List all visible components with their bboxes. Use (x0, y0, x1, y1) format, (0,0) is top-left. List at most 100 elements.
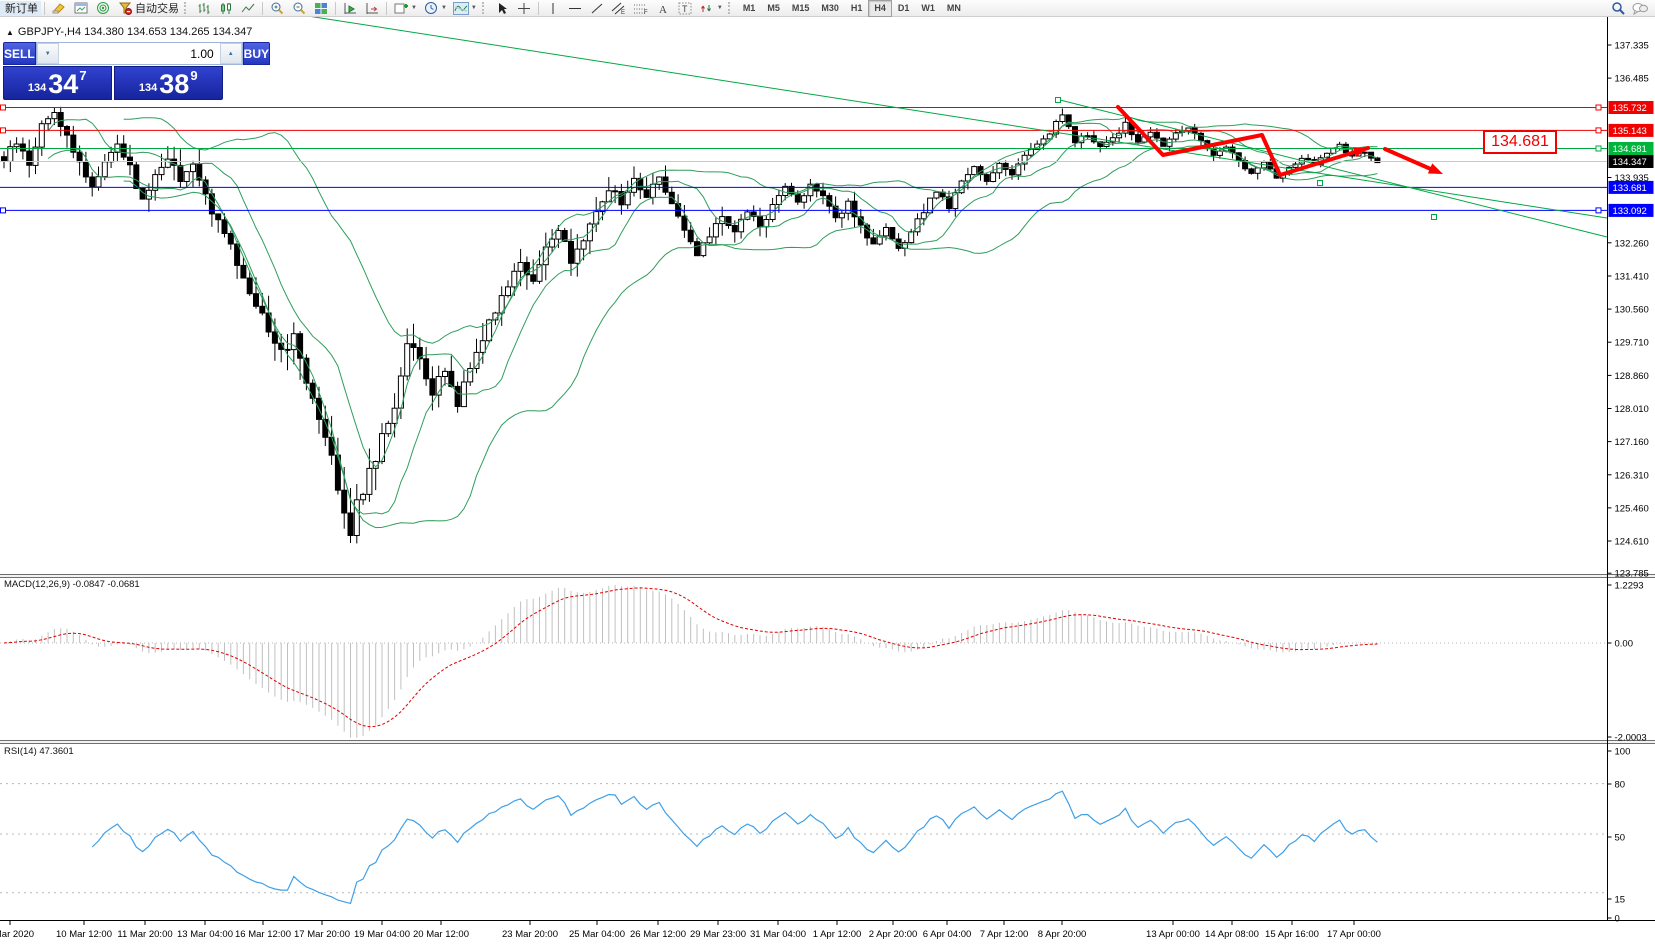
time-axis: 9 Mar 2020 10 Mar 12:00 11 Mar 20:00 13 Mar… (0, 921, 1381, 940)
volume-decrease-button[interactable]: ▼ (36, 43, 59, 64)
timeframe-h1-button[interactable]: H1 (850, 3, 863, 13)
volume-input[interactable] (58, 43, 220, 64)
timeframe-h4-button[interactable]: H4 (868, 0, 892, 17)
line-chart-mode-button[interactable] (237, 1, 259, 16)
autotrade-button[interactable]: 自动交易 (114, 1, 182, 16)
svg-text:E: E (621, 10, 625, 15)
timeframe-w1-button[interactable]: W1 (921, 3, 935, 13)
sell-button[interactable]: SELL (3, 42, 36, 65)
svg-text:100: 100 (1615, 747, 1631, 758)
timeframe-m5-button[interactable]: M5 (767, 3, 780, 13)
indicators-button[interactable]: ▼ (450, 1, 480, 16)
volume-increase-button[interactable]: ▲ (219, 43, 242, 64)
buy-price-tile[interactable]: 134 38 9 (113, 66, 223, 100)
svg-text:129.710: 129.710 (1615, 338, 1649, 349)
autotrade-label: 自动交易 (135, 3, 179, 15)
svg-text:F: F (644, 10, 648, 15)
chat-button[interactable] (1629, 1, 1651, 16)
pane-separators[interactable] (0, 574, 1655, 921)
svg-text:134.681: 134.681 (1613, 144, 1647, 155)
toolbar-separator (537, 1, 539, 15)
buy-price-pip: 9 (190, 68, 198, 83)
clock-icon (423, 1, 439, 15)
svg-text:10 Mar 12:00: 10 Mar 12:00 (56, 929, 112, 940)
hline-tool-button[interactable] (564, 1, 586, 16)
macd-indicator-label: MACD(12,26,9) -0.0847 -0.0681 (4, 579, 140, 590)
svg-text:9 Mar 2020: 9 Mar 2020 (0, 929, 34, 940)
macd-pane[interactable] (0, 584, 1608, 738)
text-icon: A (655, 1, 671, 15)
toolbar-separator (44, 1, 45, 15)
indicator-axis-labels: 1.2293 0.00 -2.0003 100 80 50 15 0 (1607, 581, 1647, 925)
zoom-out-button[interactable] (288, 1, 310, 16)
zoom-out-icon (291, 1, 307, 15)
highlighter-button[interactable] (48, 1, 70, 16)
toolbar-grip[interactable] (727, 2, 733, 14)
horizontal-price-lines[interactable] (0, 104, 1608, 214)
trendline-tool-button[interactable] (586, 1, 608, 16)
panel-collapse-icon[interactable]: ▲ (6, 28, 14, 37)
toolbar-grip[interactable] (184, 2, 189, 14)
new-order-button[interactable]: 新订单 (0, 0, 41, 16)
price-target-annotation[interactable]: 134.681 (1483, 130, 1557, 154)
arrows-tool-button[interactable]: ▼ (696, 1, 726, 16)
svg-text:124.610: 124.610 (1615, 537, 1649, 548)
new-order-label: 新订单 (5, 3, 38, 15)
trendlines[interactable] (294, 13, 1608, 238)
svg-text:31 Mar 04:00: 31 Mar 04:00 (750, 929, 806, 940)
line-chart-icon (240, 1, 256, 15)
red-zigzag-annotation[interactable] (1116, 105, 1443, 177)
timeframe-m1-button[interactable]: M1 (742, 3, 756, 13)
chart-window-icon (73, 1, 89, 15)
new-chart-button[interactable]: ▼ (390, 1, 420, 16)
toolbar-grip[interactable] (481, 2, 487, 14)
candle-chart-mode-button[interactable] (215, 1, 237, 16)
sell-price-tile[interactable]: 134 34 7 (3, 66, 112, 100)
svg-text:13 Apr 00:00: 13 Apr 00:00 (1146, 929, 1200, 940)
svg-text:17 Mar 20:00: 17 Mar 20:00 (294, 929, 350, 940)
text-label-icon: T (677, 1, 693, 15)
channel-tool-button[interactable]: E (608, 1, 630, 16)
buy-price-main: 38 (159, 69, 190, 99)
auto-scroll-button[interactable] (339, 1, 361, 16)
data-window-button[interactable] (92, 1, 114, 16)
price-axis-badges: 135.732 135.143 134.681 134.347 133.681 133.0… (1608, 101, 1654, 217)
svg-text:133.092: 133.092 (1613, 206, 1647, 217)
rsi-indicator-label: RSI(14) 47.3601 (4, 746, 74, 757)
rsi-pane[interactable] (0, 783, 1608, 905)
zoom-in-button[interactable] (266, 1, 288, 16)
svg-text:127.160: 127.160 (1615, 437, 1649, 448)
svg-text:136.485: 136.485 (1615, 74, 1649, 85)
tile-windows-button[interactable] (310, 1, 332, 16)
text-label-tool-button[interactable]: T (674, 1, 696, 16)
cursor-tool-button[interactable] (491, 1, 513, 16)
market-watch-button[interactable] (70, 1, 92, 16)
crosshair-tool-button[interactable] (513, 1, 535, 16)
chart-shift-icon (364, 1, 380, 15)
profiles-button[interactable]: ▼ (420, 1, 450, 16)
timeframe-d1-button[interactable]: D1 (897, 3, 910, 13)
text-tool-button[interactable]: A (652, 1, 674, 16)
fibonacci-tool-button[interactable]: F (630, 1, 652, 16)
timeframe-mn-button[interactable]: MN (946, 3, 961, 13)
vertical-line-icon (545, 1, 561, 15)
toolbar-separator (335, 1, 336, 15)
svg-text:126.310: 126.310 (1615, 470, 1649, 481)
timeframe-m15-button[interactable]: M15 (791, 3, 810, 13)
search-button[interactable] (1607, 1, 1629, 16)
svg-text:123.785: 123.785 (1615, 569, 1649, 580)
svg-text:135.732: 135.732 (1613, 103, 1647, 114)
bar-chart-mode-button[interactable] (193, 1, 215, 16)
vline-tool-button[interactable] (542, 1, 564, 16)
svg-text:133.935: 133.935 (1615, 173, 1649, 184)
autotrade-icon (117, 1, 133, 15)
chart-shift-button[interactable] (361, 1, 383, 16)
timeframe-m30-button[interactable]: M30 (821, 3, 839, 13)
bar-chart-icon (196, 1, 212, 15)
fibonacci-icon: F (633, 1, 649, 15)
svg-text:19 Mar 04:00: 19 Mar 04:00 (354, 929, 410, 940)
buy-button[interactable]: BUY (242, 42, 271, 65)
svg-text:15 Apr 16:00: 15 Apr 16:00 (1265, 929, 1319, 940)
